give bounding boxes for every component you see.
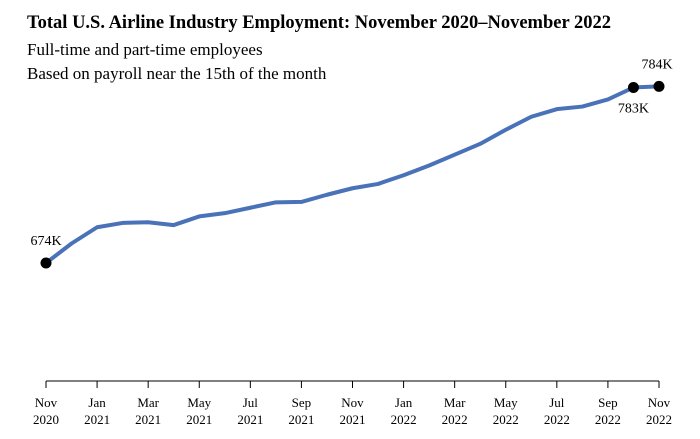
- data-labels: 674K 783K 784K: [30, 57, 672, 249]
- x-tick-label: Jan 2021: [84, 395, 110, 427]
- chart-title: Total U.S. Airline Industry Employment: …: [27, 13, 611, 33]
- x-tick-label: Nov 2021: [340, 395, 366, 427]
- data-point-marker: [653, 80, 665, 92]
- chart-subtitle-2: Based on payroll near the 15th of the mo…: [27, 64, 327, 83]
- data-label: 784K: [641, 57, 672, 72]
- x-tick-label: Nov 2020: [33, 395, 59, 427]
- x-axis-tick-labels: Nov 2020 Jan 2021 Mar 2021 May 2021 Jul 2021 Sep 20…: [33, 395, 672, 427]
- data-point-marker: [627, 82, 639, 93]
- data-label: 674K: [30, 234, 61, 249]
- x-tick-label: Sep 2022: [595, 395, 621, 427]
- x-axis-ticks: [45, 381, 660, 388]
- x-tick-label: Mar 2022: [442, 395, 468, 427]
- x-tick-label: May 2021: [186, 395, 212, 427]
- data-points: [40, 80, 665, 269]
- chart-subtitle-1: Full-time and part-time employees: [27, 40, 263, 59]
- x-tick-label: Jan 2022: [391, 395, 417, 427]
- x-tick-label: Nov 2022: [646, 395, 672, 427]
- data-label: 783K: [618, 102, 649, 117]
- x-tick-label: Jul 2021: [237, 395, 263, 427]
- x-tick-label: Mar 2021: [135, 395, 161, 427]
- data-point-marker: [40, 257, 52, 269]
- x-tick-label: Sep 2021: [288, 395, 314, 427]
- x-tick-label: May 2022: [493, 395, 519, 427]
- x-tick-label: Jul 2022: [544, 395, 570, 427]
- employment-series-line: [44, 84, 661, 265]
